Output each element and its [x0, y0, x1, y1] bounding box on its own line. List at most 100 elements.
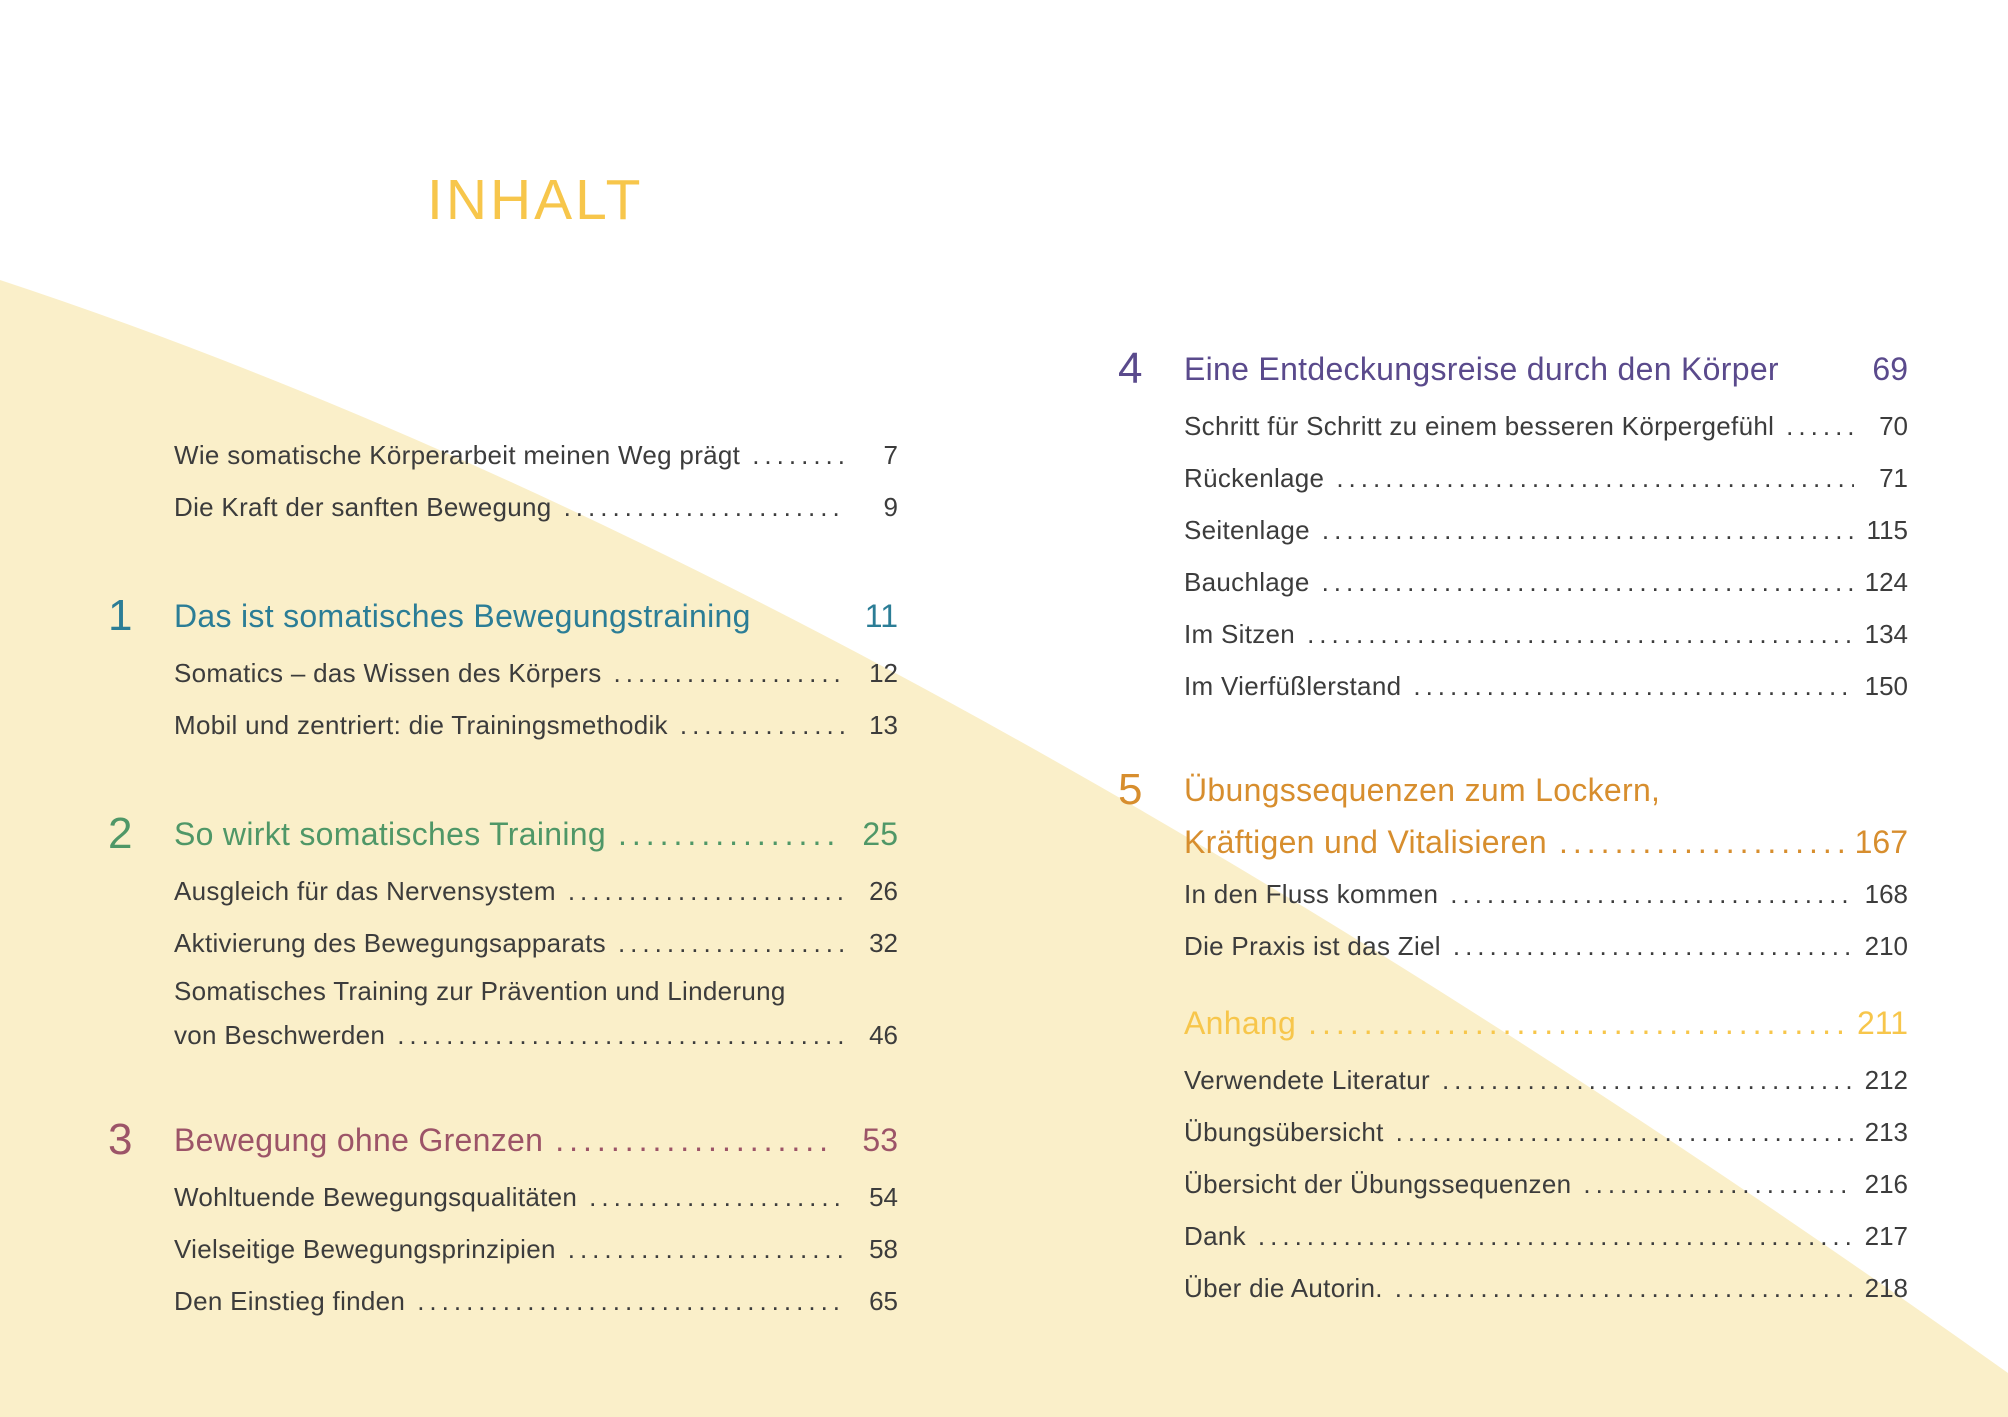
page-number: 124	[1864, 567, 1908, 597]
entry-label: Wie somatische Körperarbeit meinen Weg p…	[174, 440, 741, 470]
entry-label: Seitenlage	[1184, 515, 1310, 545]
dot-leader: ........................................…	[1450, 879, 1854, 909]
toc-section: 4 Eine Entdeckungsreise durch den Körper 6…	[1118, 338, 1908, 712]
page-number: 150	[1864, 671, 1908, 701]
page-number: 217	[1864, 1221, 1908, 1251]
entry-label: Schritt für Schritt zu einem besseren Kö…	[1184, 411, 1775, 441]
dot-leader: ........................................…	[1559, 824, 1846, 860]
entry-label: Über die Autorin.	[1184, 1273, 1383, 1303]
dot-leader: ........................................…	[567, 1234, 844, 1264]
dot-leader: ........................................…	[397, 1020, 844, 1050]
section-title: Kräftigen und Vitalisieren	[1184, 824, 1547, 860]
dot-leader: ........................................…	[563, 492, 844, 522]
dot-leader	[1660, 764, 1908, 816]
dot-leader: ........................................…	[1786, 411, 1854, 441]
dot-leader: ........................................…	[1336, 463, 1854, 493]
dot-leader	[786, 969, 898, 1013]
entry-label: Wohltuende Bewegungsqualitäten	[174, 1182, 578, 1212]
entry-label: Aktivierung des Bewegungsapparats	[174, 928, 606, 958]
toc-section: 1 Das ist somatisches Bewegungstraining 11…	[108, 585, 898, 751]
section-number: 5	[1118, 765, 1143, 814]
page-number: 211	[1856, 1005, 1908, 1041]
section-title: Bewegung ohne Grenzen	[174, 1122, 544, 1158]
entry-label: Rückenlage	[1184, 463, 1325, 493]
section-number: 3	[108, 1115, 133, 1164]
dot-leader: ........................................…	[617, 816, 836, 852]
dot-leader: ........................................…	[1307, 619, 1854, 649]
page-number: 210	[1864, 931, 1908, 961]
page-number: 46	[869, 1020, 898, 1050]
page-number: 213	[1864, 1117, 1908, 1147]
dot-leader	[751, 585, 836, 647]
page-number: 32	[869, 928, 898, 958]
entry-label: Somatics – das Wissen des Körpers	[174, 658, 602, 688]
entry-label: Vielseitige Bewegungsprinzipien	[174, 1234, 556, 1264]
toc-entry: Die Kraft der sanften Bewegung..........…	[108, 481, 898, 533]
section-title: Anhang	[1184, 1005, 1297, 1041]
page-number: 12	[869, 658, 898, 688]
dot-leader: ........................................…	[1441, 1065, 1854, 1095]
toc-entry: In den Fluss kommen.....................…	[1118, 868, 1908, 920]
toc-entry: Ausgleich für das Nervensystem..........…	[108, 865, 898, 917]
toc-entry: Bauchlage...............................…	[1118, 556, 1908, 608]
dot-leader: ........................................…	[1308, 1005, 1846, 1041]
section-title: So wirkt somatisches Training	[174, 816, 606, 852]
page-number: 115	[1866, 515, 1908, 545]
page-number: 54	[869, 1182, 898, 1212]
entry-label: Übungsübersicht	[1184, 1117, 1384, 1147]
toc-entry: Verwendete Literatur....................…	[1118, 1054, 1908, 1106]
dot-leader: ........................................…	[679, 710, 844, 740]
dot-leader: ........................................…	[617, 928, 844, 958]
toc-section-heading: Anhang..................................…	[1118, 992, 1908, 1054]
page-title: INHALT	[427, 168, 644, 232]
section-title: Eine Entdeckungsreise durch den Körper	[1184, 351, 1779, 387]
entry-label: Bauchlage	[1184, 567, 1310, 597]
section-number: 4	[1118, 344, 1143, 393]
toc-section-heading: 1 Das ist somatisches Bewegungstraining 11	[108, 585, 898, 647]
dot-leader: ........................................…	[417, 1286, 844, 1316]
toc-section: Wie somatische Körperarbeit meinen Weg p…	[108, 429, 898, 533]
entry-label: In den Fluss kommen	[1184, 879, 1439, 909]
dot-leader: ........................................…	[1583, 1169, 1854, 1199]
toc-section-heading: 2 So wirkt somatisches Training..........…	[108, 803, 898, 865]
entry-label: Verwendete Literatur	[1184, 1065, 1430, 1095]
section-title: Das ist somatisches Bewegungstraining	[174, 598, 751, 634]
toc-entry: Übersicht der Übungssequenzen...........…	[1118, 1158, 1908, 1210]
page-number: 218	[1864, 1273, 1908, 1303]
toc-section: 3 Bewegung ohne Grenzen..................…	[108, 1109, 898, 1327]
dot-leader: ........................................…	[613, 658, 844, 688]
dot-leader: ........................................…	[1321, 515, 1854, 545]
dot-leader: ........................................…	[752, 440, 844, 470]
page-number: 58	[869, 1234, 898, 1264]
dot-leader: ........................................…	[1394, 1273, 1854, 1303]
page-number: 11	[864, 598, 898, 634]
toc-entry: Vielseitige Bewegungsprinzipien.........…	[108, 1223, 898, 1275]
dot-leader: ........................................…	[1452, 931, 1854, 961]
toc-entry: Mobil und zentriert: die Trainingsmethod…	[108, 699, 898, 751]
dot-leader: ........................................…	[567, 876, 844, 906]
toc-section-heading: 5 Übungssequenzen zum Lockern,	[1118, 764, 1908, 816]
toc-entry: Über die Autorin........................…	[1118, 1262, 1908, 1314]
toc-section: Anhang..................................…	[1118, 992, 1908, 1314]
toc-right-column: 4 Eine Entdeckungsreise durch den Körper 6…	[1118, 338, 1908, 1314]
toc-section: 2 So wirkt somatisches Training..........…	[108, 803, 898, 1057]
page-number: 212	[1864, 1065, 1908, 1095]
dot-leader: ........................................…	[1395, 1117, 1854, 1147]
toc-entry: Schritt für Schritt zu einem besseren Kö…	[1118, 400, 1908, 452]
dot-leader	[1779, 338, 1846, 400]
page-number: 167	[1854, 824, 1908, 860]
toc-entry: Rückenlage..............................…	[1118, 452, 1908, 504]
entry-label: Die Praxis ist das Ziel	[1184, 931, 1441, 961]
dot-leader: ........................................…	[555, 1122, 836, 1158]
toc-entry: Wohltuende Bewegungsqualitäten..........…	[108, 1171, 898, 1223]
page-number: 9	[883, 492, 898, 522]
page-number: 53	[862, 1122, 898, 1158]
toc-entry: Wie somatische Körperarbeit meinen Weg p…	[108, 429, 898, 481]
page-number: 13	[869, 710, 898, 740]
page-number: 69	[1872, 351, 1908, 387]
toc-entry: Die Praxis ist das Ziel.................…	[1118, 920, 1908, 972]
toc-left-column: Wie somatische Körperarbeit meinen Weg p…	[108, 429, 898, 1327]
toc-entry: Den Einstieg finden.....................…	[108, 1275, 898, 1327]
